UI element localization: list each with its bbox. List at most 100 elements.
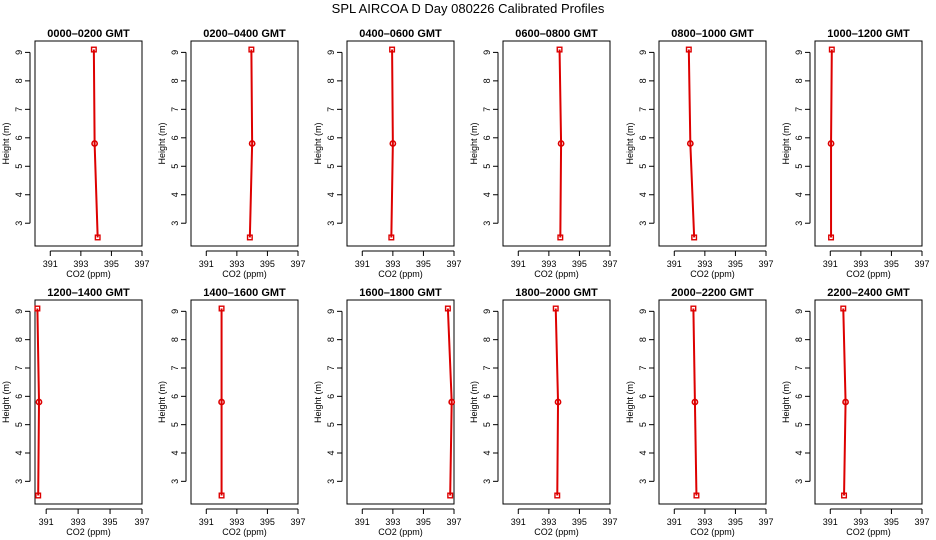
data-point-square [218, 305, 225, 312]
y-tick-label: 3 [14, 479, 24, 484]
panel-title: 0000–0200 GMT [47, 28, 130, 40]
co2-profile-line [446, 308, 453, 496]
y-tick-label: 4 [170, 450, 180, 455]
y-tick-label: 4 [326, 450, 336, 455]
y-tick-label: 3 [170, 221, 180, 226]
x-tick-label: 391 [511, 517, 526, 527]
y-axis-label: Height (m) [469, 381, 479, 423]
data-point-square [828, 234, 835, 241]
x-axis-label: CO2 (ppm) [378, 527, 423, 537]
profile-panel-10: 1800–2000 GMT 391 393 395 397 CO2 (ppm) 3 4 5 6 7 8… [469, 287, 618, 537]
y-tick-label: 9 [638, 50, 648, 55]
panel-title: 2000–2200 GMT [671, 287, 754, 299]
panel-title: 1000–1200 GMT [827, 28, 910, 40]
x-tick-label: 397 [758, 259, 773, 269]
x-tick-label: 391 [823, 259, 838, 269]
profile-panel-11: 2000–2200 GMT 391 393 395 397 CO2 (ppm) 3 4 5 6 7 8… [625, 287, 774, 537]
x-tick-label: 391 [667, 259, 682, 269]
y-tick-label: 6 [14, 135, 24, 140]
x-tick-label: 393 [229, 517, 244, 527]
x-axis-label: CO2 (ppm) [66, 527, 111, 537]
y-tick-label: 6 [638, 135, 648, 140]
co2-profile-line [842, 308, 847, 496]
y-tick-label: 5 [14, 164, 24, 169]
x-tick-label: 391 [823, 517, 838, 527]
profile-panel-8: 1400–1600 GMT 391 393 395 397 CO2 (ppm) 3 4 5 6 7 8… [157, 287, 306, 537]
y-tick-label: 8 [14, 78, 24, 83]
profile-panel-7: 1200–1400 GMT 391 393 395 397 CO2 (ppm) 3 4 5 6 7 8… [1, 287, 150, 537]
data-point-circle [35, 398, 43, 406]
co2-profile-line [692, 308, 698, 496]
plot-frame [814, 40, 923, 247]
x-tick-label: 393 [229, 259, 244, 269]
y-tick-label: 9 [482, 309, 492, 314]
x-axis-label: CO2 (ppm) [66, 269, 111, 279]
profile-panel-2: 0200–0400 GMT 391 393 395 397 CO2 (ppm) 3 4 5 6 7 8… [157, 28, 306, 279]
x-axis-label: CO2 (ppm) [846, 269, 891, 279]
y-tick-label: 8 [14, 337, 24, 342]
y-axis-label: Height (m) [781, 122, 791, 164]
co2-profile-line [687, 49, 696, 238]
y-tick-label: 9 [638, 309, 648, 314]
y-axis-label: Height (m) [781, 381, 791, 423]
y-tick-label: 7 [170, 365, 180, 370]
y-tick-label: 7 [482, 365, 492, 370]
data-point-circle [557, 140, 565, 147]
y-tick-label: 5 [326, 164, 336, 169]
panel-title: 2200–2400 GMT [827, 287, 910, 299]
y-tick-label: 3 [326, 479, 336, 484]
x-tick-label: 395 [103, 517, 118, 527]
plot-frame [346, 40, 455, 247]
panel-title: 0400–0600 GMT [359, 28, 442, 40]
x-tick-label: 395 [884, 259, 899, 269]
x-tick-label: 395 [260, 259, 275, 269]
data-point-circle [248, 140, 256, 147]
y-axis-label: Height (m) [625, 122, 635, 164]
y-tick-label: 9 [794, 50, 804, 55]
y-tick-label: 9 [14, 309, 24, 314]
x-tick-label: 393 [541, 517, 556, 527]
x-tick-label: 397 [602, 517, 617, 527]
data-point-square [248, 46, 255, 53]
x-tick-label: 395 [572, 259, 587, 269]
x-tick-label: 391 [199, 259, 214, 269]
data-point-square [34, 305, 41, 312]
y-tick-label: 7 [170, 107, 180, 112]
data-point-circle [389, 140, 397, 147]
x-tick-label: 395 [416, 517, 431, 527]
x-tick-label: 391 [667, 517, 682, 527]
y-tick-label: 4 [482, 192, 492, 197]
y-tick-label: 6 [326, 135, 336, 140]
y-tick-label: 8 [170, 78, 180, 83]
plot-frame [502, 40, 611, 247]
y-tick-label: 8 [326, 78, 336, 83]
x-tick-label: 395 [416, 259, 431, 269]
y-tick-label: 3 [794, 221, 804, 226]
y-tick-label: 6 [638, 394, 648, 399]
y-tick-label: 8 [794, 78, 804, 83]
data-point-square [828, 46, 835, 53]
y-tick-label: 6 [326, 394, 336, 399]
y-axis-label: Height (m) [469, 122, 479, 164]
y-tick-label: 5 [170, 164, 180, 169]
y-tick-label: 7 [326, 107, 336, 112]
y-tick-label: 3 [170, 479, 180, 484]
y-tick-label: 4 [638, 450, 648, 455]
data-point-circle [91, 140, 99, 147]
y-tick-label: 4 [326, 192, 336, 197]
y-tick-label: 8 [794, 337, 804, 342]
data-point-square [557, 234, 564, 241]
y-tick-label: 7 [638, 107, 648, 112]
y-tick-label: 8 [638, 78, 648, 83]
data-point-square [841, 492, 848, 499]
x-tick-label: 393 [853, 259, 868, 269]
x-tick-label: 397 [914, 517, 929, 527]
y-axis-label: Height (m) [313, 381, 323, 423]
data-point-square [447, 492, 454, 499]
x-tick-label: 397 [446, 517, 461, 527]
y-tick-label: 5 [482, 164, 492, 169]
data-point-circle [686, 140, 694, 147]
plot-frame [346, 299, 455, 505]
profile-panel-9: 1600–1800 GMT 391 393 395 397 CO2 (ppm) 3 4 5 6 7 8… [313, 287, 462, 537]
x-tick-label: 397 [914, 259, 929, 269]
